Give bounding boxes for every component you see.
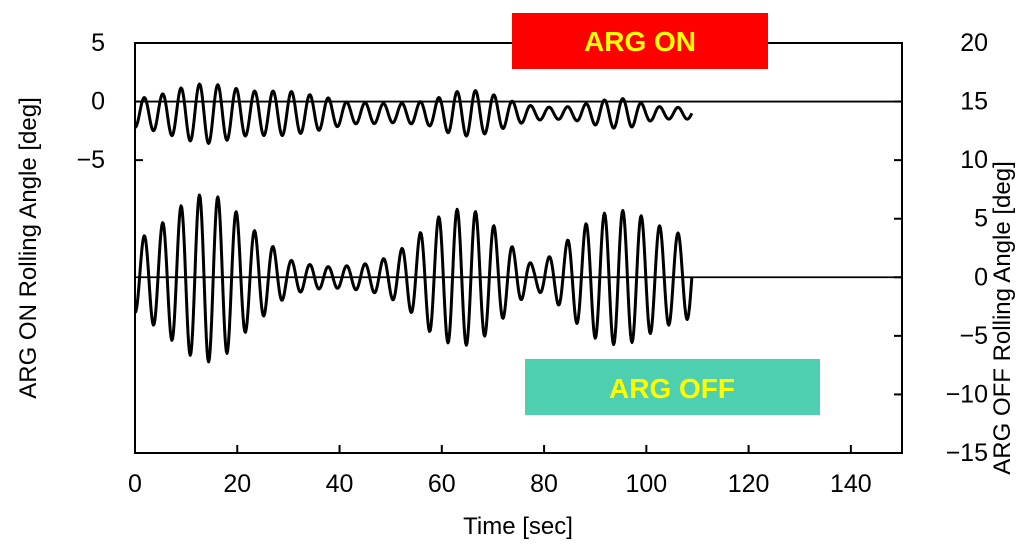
x-axis-title: Time [sec] [463,513,573,540]
x-tick-label: 0 [128,470,142,498]
x-tick-label: 120 [728,470,770,498]
arg-off-banner-label: ARG OFF [609,373,735,404]
x-tick-label: 60 [428,470,456,498]
arg-off-series-line [133,193,694,364]
right-tick-label: 10 [960,146,988,174]
x-axis-ticks: 0 20 40 60 80 100 120 140 [128,445,872,498]
arg-on-series-line [134,82,694,145]
series-layer [133,82,694,364]
right-tick-label: 0 [974,263,988,291]
left-tick-label: −5 [76,146,105,174]
arg-off-banner [525,359,820,415]
x-tick-label: 20 [223,470,251,498]
right-tick-label: 15 [960,88,988,116]
arg-on-banner [512,13,768,69]
arg-on-banner-label: ARG ON [584,26,696,57]
right-tick-label: −5 [959,322,988,350]
right-tick-label: 20 [960,29,988,57]
right-tick-label: −15 [946,439,988,467]
left-tick-label: 0 [91,88,105,116]
left-axis-title: ARG ON Rolling Angle [deg] [15,97,42,399]
right-tick-label: 5 [974,205,988,233]
x-tick-label: 140 [830,470,872,498]
x-tick-label: 100 [625,470,667,498]
x-tick-label: 80 [530,470,558,498]
x-tick-label: 40 [326,470,354,498]
left-tick-label: 5 [91,29,105,57]
left-axis-ticks: 5 0 −5 [76,29,143,174]
right-axis-title: ARG OFF Rolling Angle [deg] [989,161,1016,474]
right-axis-ticks: 20 15 10 5 0 −5 −10 −15 [894,29,988,467]
right-tick-label: −10 [946,380,988,408]
